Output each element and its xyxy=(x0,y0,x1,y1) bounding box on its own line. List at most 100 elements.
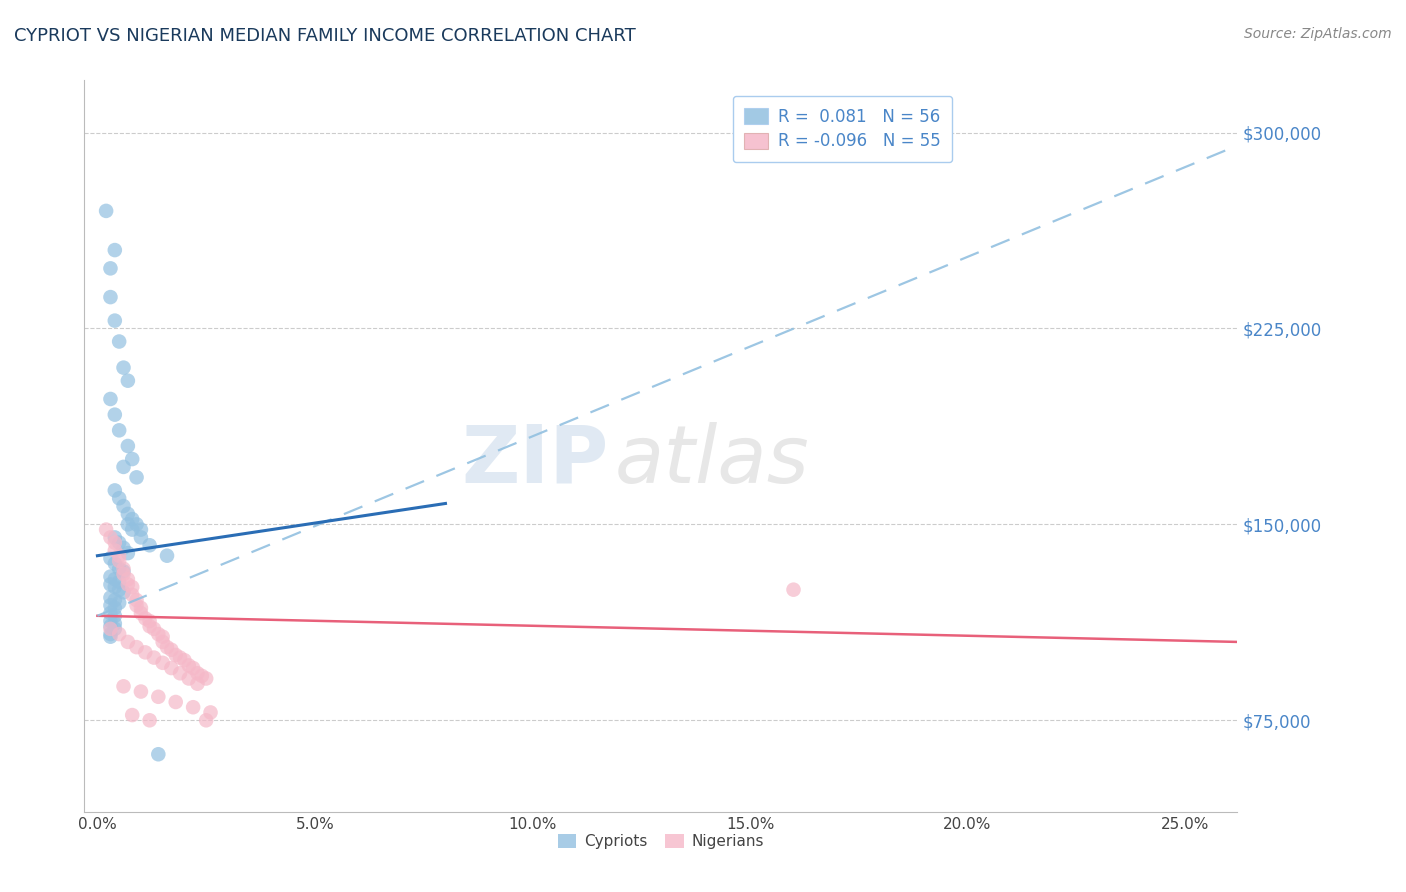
Point xyxy=(165,648,187,662)
Point xyxy=(138,619,160,633)
Point xyxy=(104,601,127,615)
Point xyxy=(121,588,143,602)
Point xyxy=(195,714,218,728)
Point xyxy=(117,635,139,649)
Point xyxy=(108,582,131,597)
Point xyxy=(152,630,174,644)
Point xyxy=(104,313,127,327)
Point xyxy=(125,517,148,532)
Point xyxy=(181,661,204,675)
Point xyxy=(104,535,127,549)
Point xyxy=(191,669,214,683)
Point xyxy=(121,452,143,467)
Point xyxy=(181,700,204,714)
Point xyxy=(782,582,804,597)
Point xyxy=(112,499,135,513)
Point xyxy=(112,585,135,599)
Point xyxy=(125,599,148,613)
Point xyxy=(160,642,183,657)
Point xyxy=(169,650,191,665)
Point xyxy=(186,676,208,690)
Point xyxy=(112,459,135,474)
Point xyxy=(94,203,117,218)
Point xyxy=(112,679,135,693)
Point xyxy=(108,423,131,437)
Point xyxy=(100,606,122,620)
Point xyxy=(134,645,156,659)
Point xyxy=(112,360,135,375)
Point xyxy=(143,650,166,665)
Point xyxy=(117,572,139,586)
Point xyxy=(108,535,131,549)
Point xyxy=(177,658,200,673)
Point xyxy=(108,562,131,576)
Point xyxy=(134,611,156,625)
Point xyxy=(108,627,131,641)
Point xyxy=(165,695,187,709)
Point xyxy=(177,672,200,686)
Point xyxy=(100,622,122,636)
Point xyxy=(148,627,170,641)
Point xyxy=(143,622,166,636)
Point xyxy=(100,627,122,641)
Text: ZIP: ZIP xyxy=(461,422,609,500)
Point xyxy=(195,672,218,686)
Point xyxy=(94,523,117,537)
Point xyxy=(100,530,122,544)
Point xyxy=(100,577,122,591)
Point xyxy=(148,747,170,762)
Point xyxy=(117,439,139,453)
Point xyxy=(129,530,152,544)
Point xyxy=(112,541,135,555)
Point xyxy=(138,538,160,552)
Point xyxy=(108,491,131,506)
Point xyxy=(100,551,122,566)
Point xyxy=(100,591,122,605)
Point xyxy=(104,543,127,558)
Point xyxy=(104,557,127,571)
Text: Source: ZipAtlas.com: Source: ZipAtlas.com xyxy=(1244,27,1392,41)
Point xyxy=(160,661,183,675)
Point xyxy=(108,596,131,610)
Point xyxy=(200,706,222,720)
Point xyxy=(104,580,127,594)
Point xyxy=(104,622,127,636)
Point xyxy=(100,630,122,644)
Point xyxy=(112,565,135,579)
Text: CYPRIOT VS NIGERIAN MEDIAN FAMILY INCOME CORRELATION CHART: CYPRIOT VS NIGERIAN MEDIAN FAMILY INCOME… xyxy=(14,27,636,45)
Point xyxy=(100,261,122,276)
Point xyxy=(104,616,127,631)
Point xyxy=(104,572,127,586)
Point xyxy=(125,470,148,484)
Point xyxy=(104,408,127,422)
Legend: Cypriots, Nigerians: Cypriots, Nigerians xyxy=(551,828,770,855)
Point xyxy=(104,530,127,544)
Point xyxy=(156,640,179,655)
Point xyxy=(100,614,122,628)
Point xyxy=(100,290,122,304)
Point xyxy=(117,546,139,560)
Point xyxy=(117,374,139,388)
Point xyxy=(108,574,131,589)
Point xyxy=(104,243,127,257)
Point xyxy=(117,507,139,521)
Point xyxy=(104,483,127,498)
Point xyxy=(112,567,135,582)
Point xyxy=(129,523,152,537)
Point xyxy=(121,708,143,723)
Point xyxy=(104,608,127,623)
Point xyxy=(104,593,127,607)
Point xyxy=(129,601,152,615)
Point xyxy=(117,517,139,532)
Point xyxy=(112,562,135,576)
Point xyxy=(148,690,170,704)
Point xyxy=(152,635,174,649)
Point xyxy=(108,334,131,349)
Point xyxy=(100,392,122,406)
Point xyxy=(125,640,148,655)
Point xyxy=(117,577,139,591)
Point xyxy=(100,619,122,633)
Point xyxy=(121,512,143,526)
Point xyxy=(129,684,152,698)
Point xyxy=(173,653,195,667)
